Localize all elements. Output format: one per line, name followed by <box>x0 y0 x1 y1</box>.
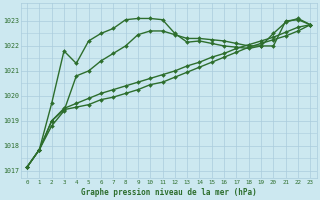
X-axis label: Graphe pression niveau de la mer (hPa): Graphe pression niveau de la mer (hPa) <box>81 188 257 197</box>
